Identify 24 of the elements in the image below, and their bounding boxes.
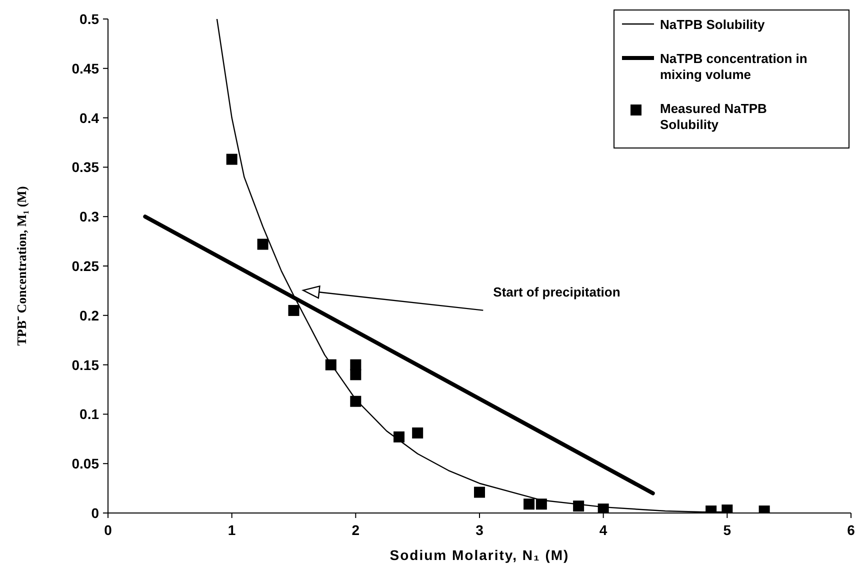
annotation: Start of precipitation [493,284,620,300]
y-tick-label: 0.4 [80,110,100,126]
y-tick-label: 0.35 [72,159,100,176]
y-tick-label: 0.05 [72,456,100,472]
y-tick-label: 0.25 [72,258,100,274]
x-tick-label: 0 [104,522,112,538]
y-tick-label: 0.45 [72,60,100,76]
x-tick-label: 3 [476,522,484,538]
y-tick-label: 0.2 [80,307,100,324]
x-tick-label: 5 [723,522,732,538]
x-tick-label: 2 [352,522,360,538]
legend-label: NaTPB concentration in mixing volume [660,51,808,82]
x-tick-label: 1 [228,522,236,538]
x-tick-label: 6 [847,522,856,538]
legend-label: NaTPB Solubility [660,17,766,32]
x-tick-label: 4 [599,522,608,538]
y-tick-label: 0.5 [80,11,100,27]
y-axis-title: TPB⁻ Concentration, M₁ (M) [14,186,29,346]
y-tick-label: 0.15 [72,356,100,373]
y-tick-label: 0 [91,505,100,521]
x-axis-title: Sodium Molarity, N₁ (M) [390,547,570,563]
y-tick-label: 0.1 [80,406,100,422]
y-tick-label: 0.3 [80,208,100,225]
legend-label: Measured NaTPB Solubility [660,101,767,132]
